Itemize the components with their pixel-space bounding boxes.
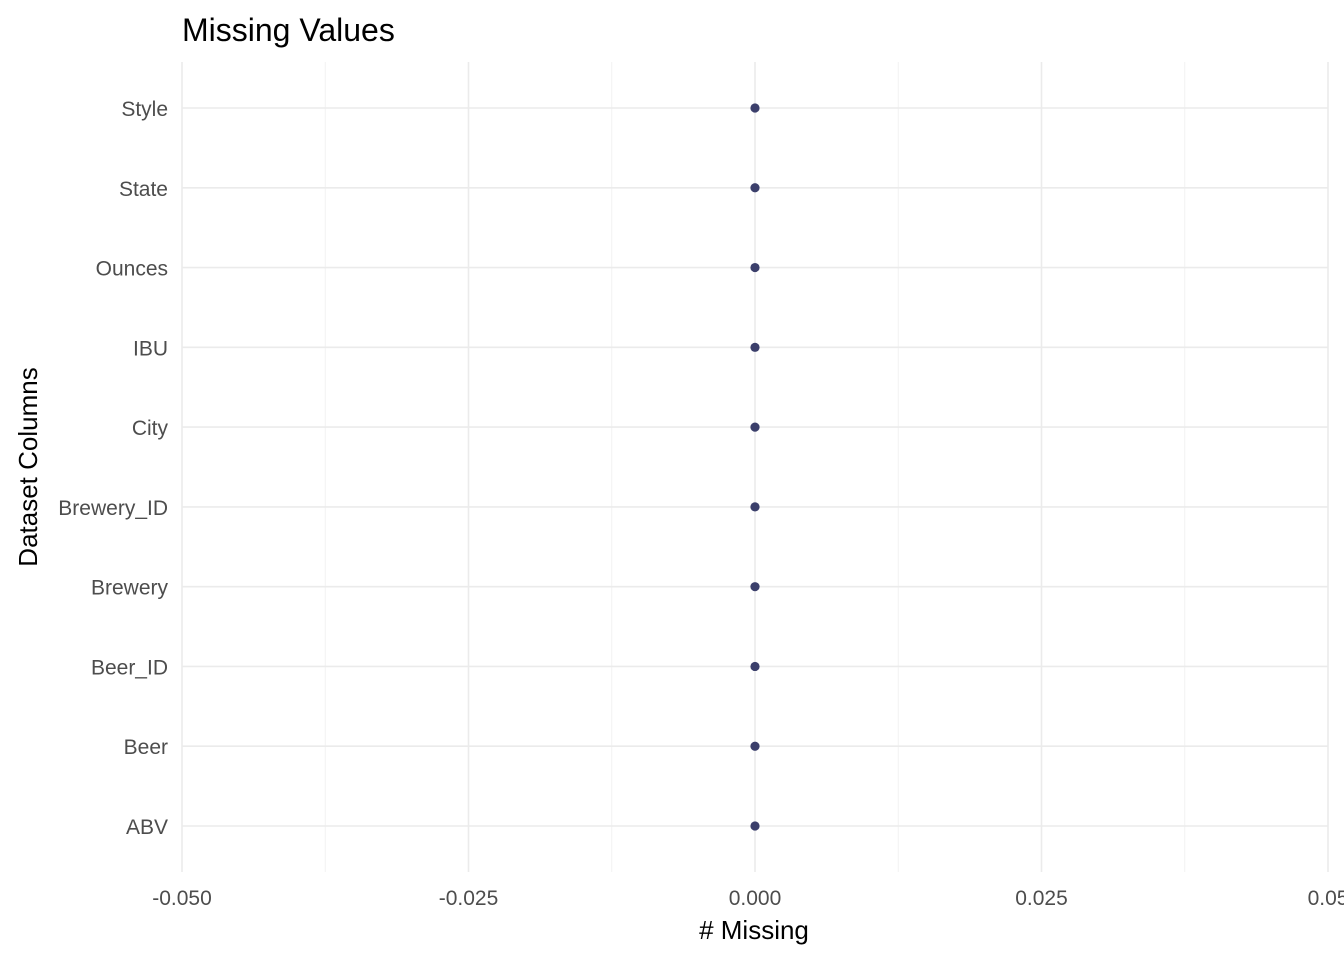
y-tick-label: ABV <box>126 816 168 839</box>
data-point <box>750 103 760 113</box>
y-tick-labels: ABV Beer Beer_ID Brewery Brewery_ID City IBU Ou… <box>58 98 168 839</box>
y-tick-label: Brewery <box>91 577 169 600</box>
x-axis-title: # Missing <box>699 915 809 945</box>
x-tick-label: -0.050 <box>152 887 212 910</box>
y-tick-label: Ounces <box>96 258 168 281</box>
data-points <box>750 103 760 831</box>
y-tick-label: Brewery_ID <box>58 497 168 520</box>
data-point <box>750 582 760 592</box>
y-tick-label: State <box>119 178 168 201</box>
y-tick-label: Beer <box>124 736 168 759</box>
data-point <box>750 741 760 751</box>
data-point <box>750 422 760 432</box>
x-tick-label: 0.000 <box>729 887 782 910</box>
y-tick-label: Beer_ID <box>91 656 168 679</box>
data-point <box>750 821 760 831</box>
x-tick-label: 0.025 <box>1015 887 1068 910</box>
y-tick-label: Style <box>121 98 168 121</box>
chart-title: Missing Values <box>182 12 395 48</box>
x-tick-label: 0.05 <box>1308 887 1344 910</box>
x-tick-labels: -0.050 -0.025 0.000 0.025 0.05 <box>152 887 1344 910</box>
data-point <box>750 262 760 273</box>
x-tick-label: -0.025 <box>439 887 499 910</box>
data-point <box>750 183 760 193</box>
data-point <box>750 342 760 352</box>
y-axis-title: Dataset Columns <box>13 367 43 566</box>
data-point <box>750 661 760 672</box>
y-tick-label: IBU <box>133 337 168 360</box>
data-point <box>750 502 760 512</box>
y-tick-label: City <box>132 417 169 440</box>
